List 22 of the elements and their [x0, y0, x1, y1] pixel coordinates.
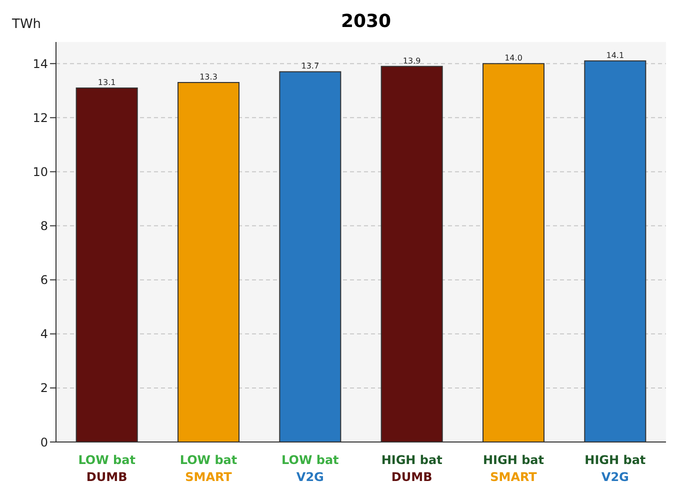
y-tick-label: 2 — [40, 381, 48, 396]
y-tick-label: 8 — [40, 219, 48, 234]
x-tick-label: LOW bat V2G — [282, 453, 340, 484]
data-label: 13.9 — [402, 56, 421, 66]
chart-title: 2030 — [340, 11, 392, 32]
y-tick-label: 12 — [32, 110, 48, 125]
x-tick-label: HIGH bat DUMB — [381, 453, 443, 484]
y-tick-label: 14 — [32, 56, 48, 71]
x-tick-label: HIGH bat SMART — [482, 453, 544, 484]
y-tick-label: 10 — [32, 164, 48, 179]
data-label: 13.1 — [98, 78, 116, 87]
data-label: 14.1 — [606, 50, 624, 60]
y-tick-label: 4 — [40, 327, 48, 342]
y-axis-title: TWh — [11, 17, 42, 32]
x-tick-label: LOW bat DUMB — [78, 453, 136, 484]
data-label: 13.3 — [200, 72, 218, 82]
data-label: 14.0 — [504, 54, 522, 63]
x-tick-label: HIGH bat V2G — [584, 453, 646, 484]
data-label: 13.7 — [301, 62, 320, 71]
y-tick-label: 0 — [40, 435, 48, 450]
y-tick-label: 6 — [40, 273, 48, 288]
x-tick-label: LOW bat SMART — [180, 453, 238, 484]
